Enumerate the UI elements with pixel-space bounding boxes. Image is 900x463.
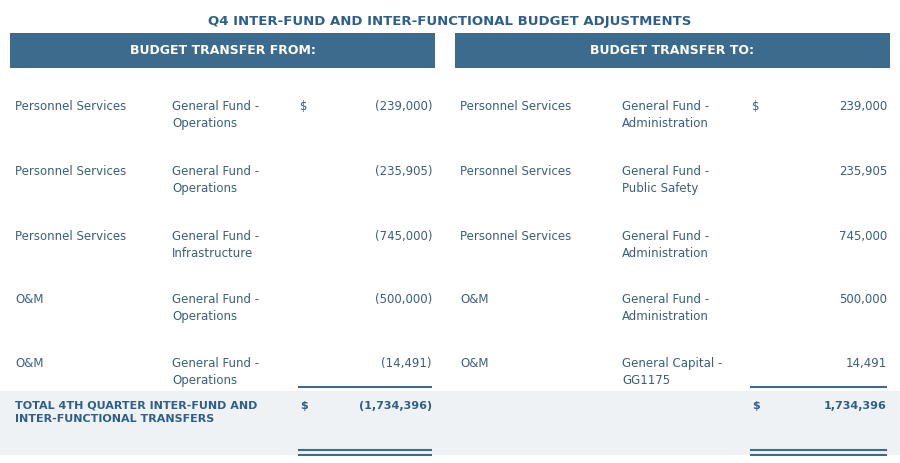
Text: Personnel Services: Personnel Services: [15, 100, 126, 113]
Text: $: $: [752, 100, 760, 113]
Text: O&M: O&M: [460, 357, 489, 370]
Bar: [0, 391, 900, 455]
Text: TOTAL 4TH QUARTER INTER-FUND AND
INTER-FUNCTIONAL TRANSFERS: TOTAL 4TH QUARTER INTER-FUND AND INTER-F…: [15, 401, 257, 424]
Text: 500,000: 500,000: [839, 293, 887, 306]
Text: Personnel Services: Personnel Services: [460, 165, 572, 178]
Text: Personnel Services: Personnel Services: [460, 230, 572, 243]
Text: O&M: O&M: [15, 293, 43, 306]
Text: General Fund -
Administration: General Fund - Administration: [622, 293, 709, 323]
Text: 235,905: 235,905: [839, 165, 887, 178]
Text: General Fund -
Administration: General Fund - Administration: [622, 100, 709, 130]
Text: General Fund -
Operations: General Fund - Operations: [172, 165, 259, 195]
Text: O&M: O&M: [15, 357, 43, 370]
Text: General Fund -
Administration: General Fund - Administration: [622, 230, 709, 260]
Bar: [10, 33, 435, 68]
Text: $: $: [300, 100, 308, 113]
Text: O&M: O&M: [460, 293, 489, 306]
Text: General Capital -
GG1175: General Capital - GG1175: [622, 357, 723, 387]
Text: 1,734,396: 1,734,396: [824, 401, 887, 411]
Text: (500,000): (500,000): [374, 293, 432, 306]
Text: (14,491): (14,491): [382, 357, 432, 370]
Text: General Fund -
Operations: General Fund - Operations: [172, 357, 259, 387]
Text: BUDGET TRANSFER FROM:: BUDGET TRANSFER FROM:: [130, 44, 315, 57]
Text: (239,000): (239,000): [374, 100, 432, 113]
Text: (745,000): (745,000): [374, 230, 432, 243]
Text: $: $: [300, 401, 308, 411]
Text: General Fund -
Operations: General Fund - Operations: [172, 100, 259, 130]
Text: 745,000: 745,000: [839, 230, 887, 243]
Text: General Fund -
Infrastructure: General Fund - Infrastructure: [172, 230, 259, 260]
Text: Personnel Services: Personnel Services: [460, 100, 572, 113]
Text: General Fund -
Public Safety: General Fund - Public Safety: [622, 165, 709, 195]
Text: Q4 INTER-FUND AND INTER-FUNCTIONAL BUDGET ADJUSTMENTS: Q4 INTER-FUND AND INTER-FUNCTIONAL BUDGE…: [208, 15, 692, 28]
Text: $: $: [752, 401, 760, 411]
Bar: [455, 33, 890, 68]
Text: 239,000: 239,000: [839, 100, 887, 113]
Text: BUDGET TRANSFER TO:: BUDGET TRANSFER TO:: [590, 44, 754, 57]
Text: (235,905): (235,905): [374, 165, 432, 178]
Text: Personnel Services: Personnel Services: [15, 230, 126, 243]
Text: Personnel Services: Personnel Services: [15, 165, 126, 178]
Text: 14,491: 14,491: [846, 357, 887, 370]
Text: (1,734,396): (1,734,396): [359, 401, 432, 411]
Text: General Fund -
Operations: General Fund - Operations: [172, 293, 259, 323]
